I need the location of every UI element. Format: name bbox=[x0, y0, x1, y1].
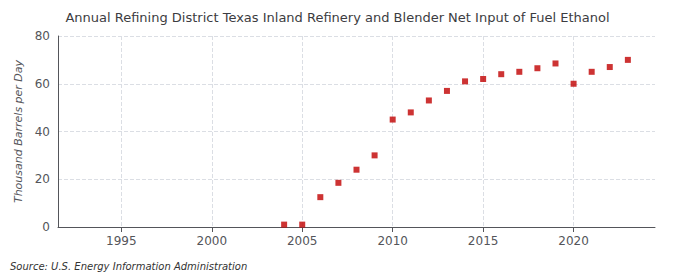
svg-text:2000: 2000 bbox=[196, 234, 227, 248]
svg-text:60: 60 bbox=[35, 77, 50, 91]
svg-text:0: 0 bbox=[42, 220, 50, 234]
svg-text:1995: 1995 bbox=[106, 234, 137, 248]
svg-text:20: 20 bbox=[35, 172, 50, 186]
svg-text:2010: 2010 bbox=[377, 234, 408, 248]
svg-text:80: 80 bbox=[35, 29, 50, 43]
svg-text:2005: 2005 bbox=[287, 234, 318, 248]
svg-text:2015: 2015 bbox=[468, 234, 499, 248]
svg-text:Thousand Barrels per Day: Thousand Barrels per Day bbox=[12, 59, 25, 203]
svg-text:40: 40 bbox=[35, 125, 50, 139]
svg-text:2020: 2020 bbox=[558, 234, 589, 248]
svg-text:Source: U.S. Energy Informatio: Source: U.S. Energy Information Administ… bbox=[10, 261, 247, 272]
svg-text:Annual Refining District Texas: Annual Refining District Texas Inland Re… bbox=[65, 10, 609, 25]
